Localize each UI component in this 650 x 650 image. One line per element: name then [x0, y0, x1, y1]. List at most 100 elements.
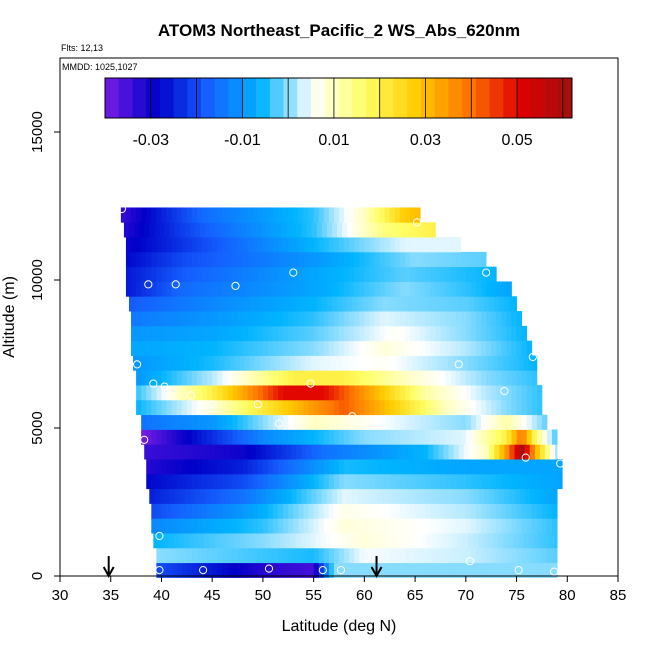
heatmap-cell-row-16: [202, 325, 208, 342]
heatmap-cell-row-3: [166, 518, 172, 534]
heatmap-cell-row-0: [212, 562, 218, 578]
heatmap-cell-row-16: [465, 325, 472, 342]
heatmap-cell-row-5: [245, 488, 252, 504]
heatmap-cell-row-19: [440, 281, 446, 297]
heatmap-cell-row-13: [267, 370, 274, 386]
heatmap-cell-row-22: [186, 237, 193, 253]
colorbar-segment: [544, 78, 559, 118]
heatmap-cell-row-24: [262, 207, 269, 223]
heatmap-cell-row-17: [278, 311, 284, 327]
heatmap-cell-row-16: [460, 325, 467, 342]
colorbar-segment: [379, 78, 394, 118]
heatmap-cell-row-18: [281, 296, 287, 312]
colorbar-segment: [462, 78, 477, 118]
heatmap-cell-row-2: [280, 533, 286, 549]
heatmap-cell-row-5: [392, 488, 399, 504]
heatmap-cell-row-24: [318, 207, 325, 223]
heatmap-cell-row-23: [316, 222, 323, 238]
heatmap-cell-row-1: [344, 547, 350, 564]
heatmap-cell-row-14: [209, 355, 215, 371]
heatmap-cell-row-13: [237, 370, 244, 386]
heatmap-cell-row-13: [491, 370, 497, 386]
heatmap-cell-row-18: [149, 296, 155, 312]
x-tick-label: 50: [255, 587, 272, 604]
heatmap-cell-row-12: [202, 385, 208, 401]
heatmap-cell-row-12: [273, 385, 279, 401]
heatmap-cell-row-18: [509, 296, 515, 312]
heatmap-cell-row-0: [354, 562, 360, 578]
heatmap-cell-row-12: [136, 385, 142, 401]
heatmap-cell-row-10: [404, 414, 411, 430]
heatmap-cell-row-5: [372, 488, 378, 504]
heatmap-cell-row-8: [316, 444, 323, 460]
heatmap-cell-row-24: [217, 207, 223, 223]
heatmap-cell-row-11: [389, 399, 396, 416]
heatmap-cell-row-7: [486, 459, 492, 475]
heatmap-cell-row-5: [271, 488, 277, 504]
heatmap-cell-row-12: [161, 385, 167, 401]
heatmap-cell-row-9: [237, 429, 244, 445]
heatmap-cell-row-21: [313, 251, 320, 268]
heatmap-cell-row-8: [210, 444, 216, 460]
sample-point: [231, 281, 240, 290]
heatmap-cell-row-5: [402, 488, 409, 504]
heatmap-cell-row-2: [432, 533, 438, 549]
heatmap-cell-row-23: [164, 222, 170, 238]
heatmap-cell-row-8: [149, 444, 155, 460]
heatmap-cell-row-14: [234, 355, 240, 371]
heatmap-cell-row-11: [242, 399, 249, 416]
heatmap-cell-row-16: [344, 325, 350, 342]
heatmap-cell-row-6: [399, 473, 406, 490]
x-axis: 30 35 40 45 50 55 60 65 70 75 80 85: [52, 576, 627, 604]
heatmap-cell-row-3: [506, 518, 512, 534]
heatmap-cell-row-3: [496, 518, 502, 534]
heatmap-cell-row-23: [321, 222, 328, 238]
heatmap-cell-row-22: [425, 237, 431, 253]
heatmap-cell-row-8: [291, 444, 297, 460]
heatmap-cell-row-0: [369, 562, 375, 578]
heatmap-cell-row-2: [351, 533, 357, 549]
sample-point: [117, 204, 127, 214]
heatmap-cell-row-10: [232, 414, 238, 430]
heatmap-cell-row-19: [420, 281, 426, 297]
heatmap-cell-row-8: [260, 444, 267, 460]
heatmap-cell-row-18: [159, 296, 165, 312]
heatmap-cell-row-14: [498, 355, 504, 371]
x-tick-label: 85: [610, 587, 627, 604]
heatmap-cell-row-18: [164, 296, 170, 312]
heatmap-cell-row-15: [354, 340, 360, 356]
heatmap-cell-row-7: [247, 459, 254, 475]
heatmap-cell-row-20: [146, 266, 152, 282]
heatmap-cell-row-11: [501, 399, 507, 416]
heatmap-cell-row-23: [169, 222, 176, 238]
heatmap-cell-row-3: [516, 518, 523, 534]
heatmap-cell-row-4: [379, 503, 386, 519]
heatmap-cell-row-2: [483, 533, 489, 549]
heatmap-cell-row-21: [323, 251, 330, 268]
heatmap-cell-row-2: [488, 533, 494, 549]
heatmap-cell-row-22: [450, 237, 457, 253]
heatmap-cell-row-15: [181, 340, 188, 356]
heatmap-cell-row-9: [440, 429, 446, 445]
heatmap-cell-row-19: [207, 281, 213, 297]
sample-point: [275, 419, 284, 428]
heatmap-cell-row-21: [257, 251, 264, 268]
heatmap-cell-row-13: [202, 370, 208, 386]
heatmap-cell-row-0: [379, 562, 386, 578]
heatmap-cell-row-18: [336, 296, 343, 312]
heatmap-cell-row-18: [271, 296, 277, 312]
heatmap-cell-row-15: [450, 340, 457, 356]
heatmap-cell-row-14: [259, 355, 266, 371]
heatmap-cell-row-19: [486, 281, 492, 297]
heatmap-cell-row-12: [445, 385, 451, 401]
heatmap-cell-row-21: [237, 251, 244, 268]
heatmap-cell-row-9: [176, 429, 183, 445]
heatmap-cell-row-11: [333, 399, 340, 416]
heatmap-cell-row-13: [379, 370, 386, 386]
heatmap-cell-row-5: [509, 488, 515, 504]
heatmap-cell-row-13: [136, 370, 142, 386]
sample-point: [149, 379, 158, 388]
heatmap-cell-row-7: [257, 459, 264, 475]
heatmap-cell-row-12: [333, 385, 340, 401]
colorbar: [104, 77, 573, 119]
